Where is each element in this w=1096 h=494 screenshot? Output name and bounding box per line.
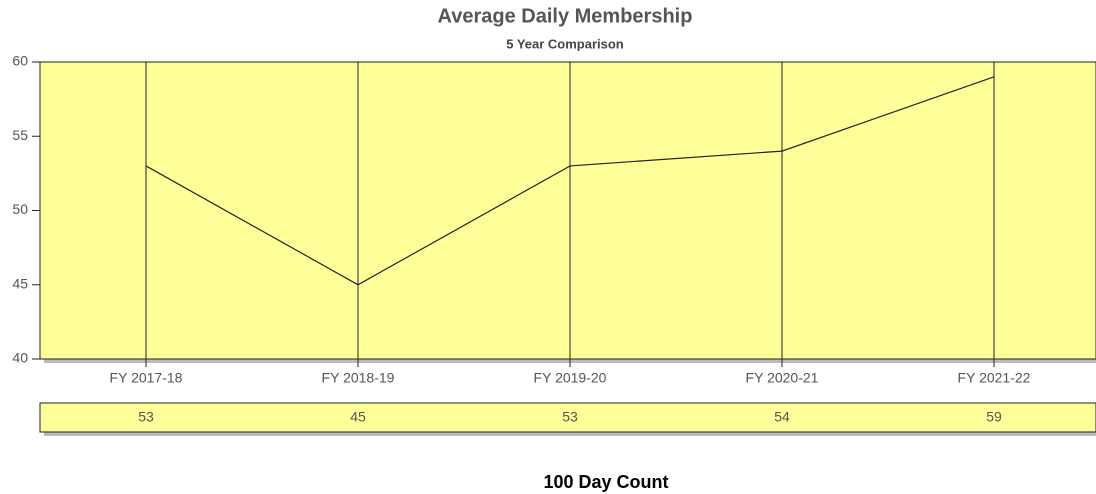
footer: 100 Day Count [543,472,668,492]
y-tick-label: 40 [12,350,28,366]
x-tick-label: FY 2021-22 [958,370,1031,386]
x-tick-label: FY 2018-19 [322,370,395,386]
chart-subtitle: 5 Year Comparison [506,36,624,51]
line [145,76,995,286]
y-tick-label: 60 [12,53,28,69]
chart-title: Average Daily Membership [438,5,693,27]
y-tick-label: 50 [12,201,28,217]
value-label: 45 [350,409,366,425]
plot-area [39,61,1096,360]
value-label: 53 [138,409,154,425]
x-tick-label: FY 2020-21 [746,370,819,386]
value-label: 54 [774,409,790,425]
x-tick-label: FY 2017-18 [110,370,183,386]
data-table [39,402,1096,433]
y-tick-label: 55 [12,127,28,143]
value-label: 59 [986,409,1002,425]
value-label: 53 [562,409,578,425]
y-tick-label: 45 [12,275,28,291]
x-tick-label: FY 2019-20 [534,370,607,386]
